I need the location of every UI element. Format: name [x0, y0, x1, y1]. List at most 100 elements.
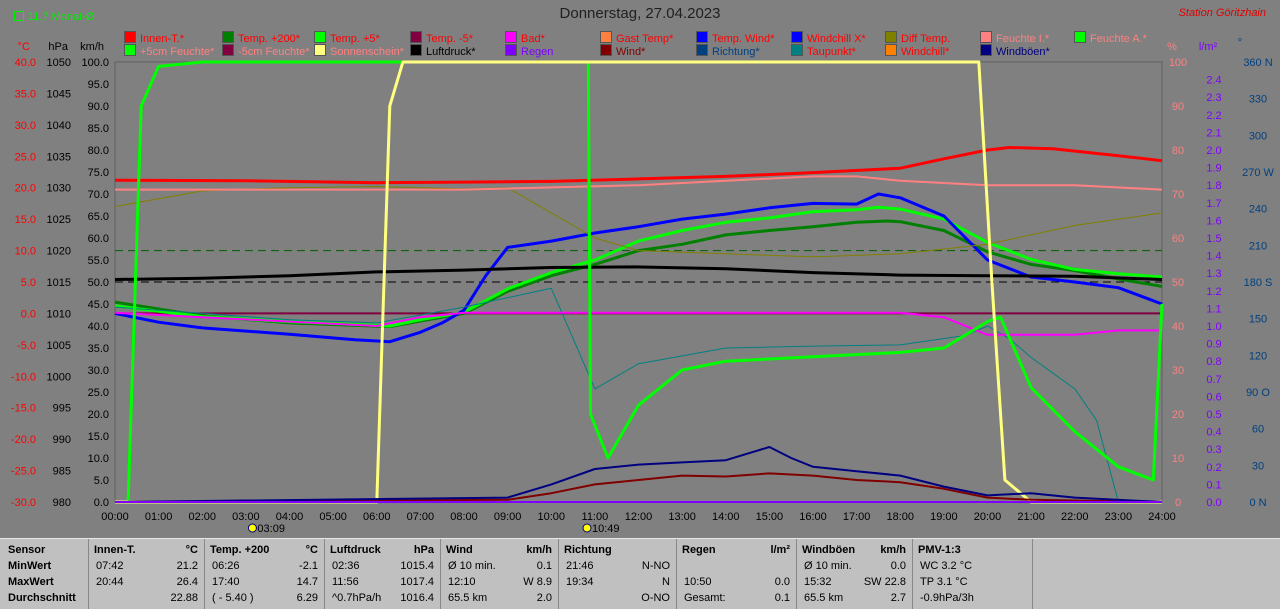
tick-dir: 60	[1252, 424, 1264, 436]
tick-kmh: 75.0	[88, 167, 109, 179]
tick-kmh: 95.0	[88, 79, 109, 91]
legend-swatch	[980, 31, 992, 43]
tick-x: 15:00	[756, 511, 784, 523]
legend-item[interactable]: Feuchte I.*	[980, 31, 1049, 45]
stats-group: PMV-1:3 WC 3.2 °C TP 3.1 °C -0.9hPa/3h	[912, 539, 1033, 609]
legend-label: Luftdruck*	[426, 46, 476, 58]
stats-group: Temp. +200 °C 06:26 -2.1 17:40 14.7 ( - 5.40 )…	[204, 539, 325, 609]
tick-pct: 0	[1175, 497, 1181, 509]
tick-x: 16:00	[799, 511, 827, 523]
legend-item[interactable]: Regen	[505, 44, 553, 58]
cell-value: 14.7	[296, 576, 318, 588]
row-label: Durchschnitt	[8, 592, 76, 604]
cell-value: 21.2	[176, 560, 198, 572]
tick-x: 05:00	[319, 511, 347, 523]
legend-label: Windböen*	[996, 46, 1050, 58]
legend-item[interactable]: Feuchte A.*	[1074, 31, 1147, 45]
tick-kmh: 35.0	[88, 343, 109, 355]
cell-label: 65.5 km	[804, 592, 844, 604]
tick-x: 03:00	[232, 511, 260, 523]
axis-header-c: °C	[18, 41, 30, 53]
legend-label: Temp. +200*	[238, 33, 301, 45]
group-name: Windböen	[802, 544, 856, 556]
legend-label: Bad*	[521, 33, 545, 45]
tick-hpa: 995	[53, 403, 71, 415]
tick-kmh: 45.0	[88, 299, 109, 311]
tick-hpa: 1035	[47, 151, 71, 163]
chart-area: °C hPa km/h% l/m² ° 40.0 35.0 30.0 25.0 20.0 15.0 1…	[11, 37, 1275, 535]
legend-item[interactable]: Windchill X*	[791, 31, 866, 45]
legend-swatch	[222, 31, 234, 43]
tick-pct: 90	[1172, 101, 1184, 113]
tick-dir: 180 S	[1244, 277, 1273, 289]
group-name: Innen-T.	[94, 544, 136, 556]
tick-x: 08:00	[450, 511, 478, 523]
tick-rain: 1.6	[1206, 215, 1221, 227]
cell-value: 0.1	[774, 592, 790, 604]
legend-swatch	[124, 44, 136, 56]
stats-group: Windböen km/h Ø 10 min. 0.0 15:32 SW 22.8 65.5…	[796, 539, 913, 609]
tick-rain: 1.1	[1206, 303, 1221, 315]
legend-item[interactable]: Sonnenschein*	[314, 44, 404, 58]
legend-label: Feuchte A.*	[1090, 33, 1147, 45]
tick-rain: 1.7	[1206, 198, 1221, 210]
legend-item[interactable]: +5cm Feuchte*	[124, 44, 214, 58]
month-checkbox[interactable]	[14, 11, 24, 21]
legend-item[interactable]: Innen-T.*	[124, 31, 184, 45]
legend-item[interactable]: Temp. +5*	[314, 31, 380, 45]
tick-dir: 30	[1252, 460, 1264, 472]
legend-item[interactable]: Windböen*	[980, 44, 1050, 58]
legend-item[interactable]: Temp. Wind*	[696, 31, 774, 45]
tick-kmh: 40.0	[88, 321, 109, 333]
tick-kmh: 70.0	[88, 189, 109, 201]
tick-kmh: 80.0	[88, 145, 109, 157]
tick-hpa: 1000	[47, 371, 71, 383]
tick-dir: 120	[1249, 350, 1267, 362]
tick-rain: 1.2	[1206, 286, 1221, 298]
legend-item[interactable]: Windchill*	[885, 44, 949, 58]
legend-swatch	[410, 31, 422, 43]
legend-item[interactable]: Richtung*	[696, 44, 760, 58]
legend-item[interactable]: Diff Temp.	[885, 31, 950, 45]
series-wind-	[114, 472, 1163, 503]
tick-x: 02:00	[188, 511, 216, 523]
tick-hpa: 990	[53, 434, 71, 446]
legend-swatch	[791, 31, 803, 43]
cell-value: W 8.9	[523, 576, 552, 588]
tick-x: 20:00	[974, 511, 1002, 523]
legend-label: Richtung*	[712, 46, 760, 58]
series-luftdruck-	[114, 265, 1163, 281]
cell-label: -0.9hPa/3h	[920, 592, 974, 604]
tick-rain: 0.3	[1206, 444, 1221, 456]
legend-item[interactable]: Wind*	[600, 44, 645, 58]
series-feuchte-a-	[114, 311, 1162, 336]
cell-label: 15:32	[804, 576, 832, 588]
tick-hpa: 1045	[47, 88, 71, 100]
legend-label: Innen-T.*	[140, 33, 185, 45]
legend-label: Regen	[521, 46, 554, 58]
legend-item[interactable]: Taupunkt*	[791, 44, 856, 58]
legend-item[interactable]: Temp. -5*	[410, 31, 473, 45]
legend-label: Sonnenschein*	[330, 46, 405, 58]
tick-pct: 100	[1169, 57, 1187, 69]
legend-item[interactable]: Temp. +200*	[222, 31, 300, 45]
row-label: Sensor	[8, 544, 46, 556]
tick-hpa: 1025	[47, 214, 71, 226]
legend-item[interactable]: -5cm Feuchte*	[222, 44, 310, 58]
tick-c: -25.0	[11, 466, 36, 478]
cell-label: 65.5 km	[448, 592, 488, 604]
group-unit: km/h	[880, 544, 906, 556]
marker-icon	[582, 523, 592, 533]
legend-swatch	[505, 44, 517, 56]
tick-dir: 330	[1249, 94, 1267, 106]
tick-x: 17:00	[843, 511, 871, 523]
legend-item[interactable]: Luftdruck*	[410, 44, 476, 58]
group-name: Wind	[446, 544, 473, 556]
tick-rain: 0.6	[1206, 391, 1221, 403]
legend-item[interactable]: Gast Temp*	[600, 31, 673, 45]
tick-dir: 150	[1249, 314, 1267, 326]
legend-item[interactable]: Bad*	[505, 31, 545, 45]
cell-value: 2.7	[890, 592, 906, 604]
tick-hpa: 1010	[47, 308, 71, 320]
cell-label: 06:26	[212, 560, 240, 572]
